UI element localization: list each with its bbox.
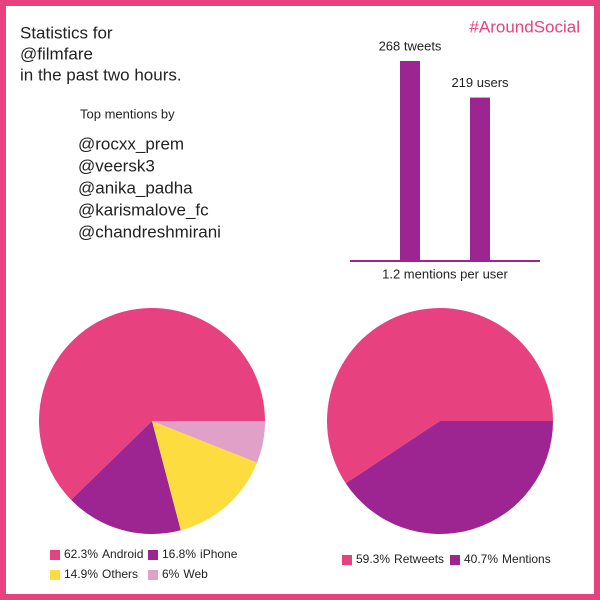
legend-swatch [450, 555, 460, 565]
mention-handle: @veersk3 [78, 156, 155, 175]
pie-slice [39, 307, 266, 500]
legend-swatch [148, 550, 158, 560]
legend-swatch [50, 570, 60, 580]
data-label: 268 tweets [379, 38, 442, 53]
legend-value: 6% [162, 567, 180, 581]
legend-value: 40.7% [464, 552, 498, 566]
legend-value: 59.3% [356, 552, 390, 566]
legend-name: iPhone [200, 547, 238, 561]
legend-entry: 14.9% Others [64, 567, 138, 581]
pie-slice [152, 421, 265, 463]
legend-entry: 40.7% Mentions [464, 552, 551, 566]
pie-slice [345, 421, 553, 535]
pie-slice [71, 421, 181, 535]
legend-name: Android [102, 547, 143, 561]
legend-entry: 62.3% Android [64, 547, 143, 561]
data-label: 219 users [451, 75, 509, 90]
legend-swatch [342, 555, 352, 565]
mentions-heading: Top mentions by [80, 106, 175, 121]
mention-handle: @anika_padha [78, 178, 193, 197]
title-line: Statistics for [20, 23, 113, 42]
mention-handle: @chandreshmirani [78, 222, 221, 241]
pie-slice [327, 308, 553, 484]
legend-name: Web [183, 567, 208, 581]
legend-value: 14.9% [64, 567, 98, 581]
title-line: in the past two hours. [20, 65, 182, 84]
legend-name: Others [102, 567, 138, 581]
mention-handle: @rocxx_prem [78, 134, 184, 153]
legend-entry: 16.8% iPhone [162, 547, 238, 561]
legend-value: 62.3% [64, 547, 98, 561]
legend-swatch [50, 550, 60, 560]
legend-entry: 6% Web [162, 567, 208, 581]
legend-entry: 59.3% Retweets [356, 552, 444, 566]
legend-value: 16.8% [162, 547, 196, 561]
pie-slice [152, 421, 258, 531]
hashtag: #AroundSocial [469, 17, 580, 36]
legend-name: Mentions [502, 552, 551, 566]
legend-name: Retweets [394, 552, 444, 566]
title-line: @filmfare [20, 44, 93, 63]
bar [400, 61, 420, 261]
bar [470, 97, 490, 261]
legend-swatch [148, 570, 158, 580]
x-axis-label: 1.2 mentions per user [382, 266, 508, 281]
mention-handle: @karismalove_fc [78, 200, 209, 219]
